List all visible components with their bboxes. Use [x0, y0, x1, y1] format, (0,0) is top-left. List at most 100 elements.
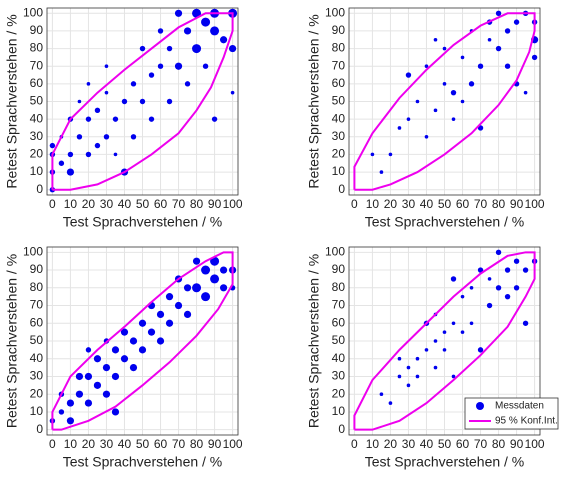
data-point: [157, 63, 164, 69]
confidence-ellipse: [51, 12, 234, 191]
y-axis-label: Retest Sprachverstehen / %: [4, 14, 20, 188]
y-tick-label: 70: [30, 298, 44, 312]
y-tick-label: 30: [30, 369, 44, 383]
x-tick-label: 50: [438, 437, 452, 451]
data-point: [113, 152, 118, 157]
x-tick-label: 30: [402, 437, 416, 451]
data-point: [130, 134, 137, 140]
data-point: [442, 330, 447, 334]
data-point: [468, 81, 475, 87]
data-point: [192, 44, 202, 54]
data-point: [433, 37, 438, 42]
data-point: [66, 399, 75, 407]
data-point: [451, 374, 456, 379]
y-tick-label: 90: [30, 23, 44, 37]
data-point: [76, 134, 83, 140]
y-tick-label: 90: [30, 262, 44, 276]
x-tick-label: 0: [351, 197, 358, 211]
data-point: [75, 372, 84, 381]
y-tick-label: 80: [332, 280, 346, 294]
data-point: [67, 151, 74, 158]
data-point: [58, 409, 65, 415]
data-point: [183, 310, 192, 318]
y-tick-label: 20: [332, 386, 346, 400]
x-tick-label: 20: [384, 197, 398, 211]
data-point: [174, 301, 183, 310]
data-point: [202, 63, 209, 69]
data-point: [166, 98, 173, 105]
y-tick-label: 80: [30, 41, 44, 55]
data-point: [388, 152, 393, 157]
data-point: [58, 160, 65, 166]
data-point: [192, 257, 201, 265]
x-tick-label: 30: [100, 197, 114, 211]
data-point: [156, 310, 165, 318]
x-tick-label: 20: [82, 197, 96, 211]
y-tick-label: 100: [325, 244, 345, 258]
confidence-ellipse: [353, 12, 536, 191]
data-point: [120, 355, 129, 363]
data-point: [477, 63, 484, 69]
y-tick-label: 10: [332, 404, 346, 418]
data-point: [111, 408, 120, 416]
x-tick-label: 60: [456, 437, 470, 451]
data-point: [424, 64, 429, 69]
x-tick-label: 10: [366, 197, 380, 211]
y-tick-label: 40: [332, 351, 346, 365]
axes-frame: [348, 246, 541, 436]
data-point: [192, 8, 202, 18]
y-tick-label: 60: [30, 315, 44, 329]
data-point: [165, 319, 174, 327]
y-axis-label: Retest Sprachverstehen / %: [306, 14, 322, 188]
data-point: [513, 258, 520, 264]
data-point: [77, 99, 82, 104]
data-point: [138, 346, 147, 354]
y-tick-label: 60: [332, 315, 346, 329]
data-point: [157, 28, 164, 34]
y-tick-label: 50: [332, 94, 346, 108]
x-tick-label: 100: [223, 437, 243, 451]
x-tick-label: 90: [208, 437, 222, 451]
data-point: [93, 381, 102, 389]
data-point: [504, 293, 511, 300]
data-point: [183, 27, 192, 35]
x-tick-label: 80: [492, 437, 506, 451]
y-tick-label: 50: [30, 94, 44, 108]
data-point: [397, 374, 402, 379]
y-tick-label: 30: [332, 369, 346, 383]
data-point: [451, 321, 456, 326]
x-tick-label: 50: [136, 197, 150, 211]
y-tick-label: 40: [30, 111, 44, 125]
data-point: [174, 9, 183, 17]
y-axis-label: Retest Sprachverstehen / %: [306, 254, 322, 428]
y-tick-label: 100: [325, 5, 345, 19]
data-point: [415, 99, 420, 104]
y-tick-label: 20: [332, 147, 346, 161]
y-tick-label: 100: [23, 5, 43, 19]
data-point: [85, 151, 92, 158]
x-tick-label: 20: [384, 437, 398, 451]
data-point: [183, 284, 192, 292]
data-point: [49, 142, 56, 149]
data-point: [450, 89, 457, 96]
data-point: [397, 126, 402, 130]
x-tick-label: 50: [136, 437, 150, 451]
x-tick-label: 0: [351, 437, 358, 451]
x-tick-label: 90: [510, 197, 524, 211]
y-tick-label: 80: [30, 280, 44, 294]
data-point: [139, 98, 146, 105]
data-point: [433, 108, 438, 113]
data-point: [433, 339, 438, 343]
x-tick-label: 60: [154, 197, 168, 211]
data-point: [495, 249, 502, 256]
data-point: [513, 19, 520, 25]
data-point: [433, 365, 438, 370]
data-point: [406, 383, 411, 388]
data-point: [148, 116, 155, 122]
data-point: [487, 277, 492, 281]
data-point: [103, 134, 110, 140]
data-point: [388, 401, 393, 405]
data-point: [201, 17, 211, 27]
data-point: [460, 294, 465, 299]
data-point: [531, 54, 538, 61]
